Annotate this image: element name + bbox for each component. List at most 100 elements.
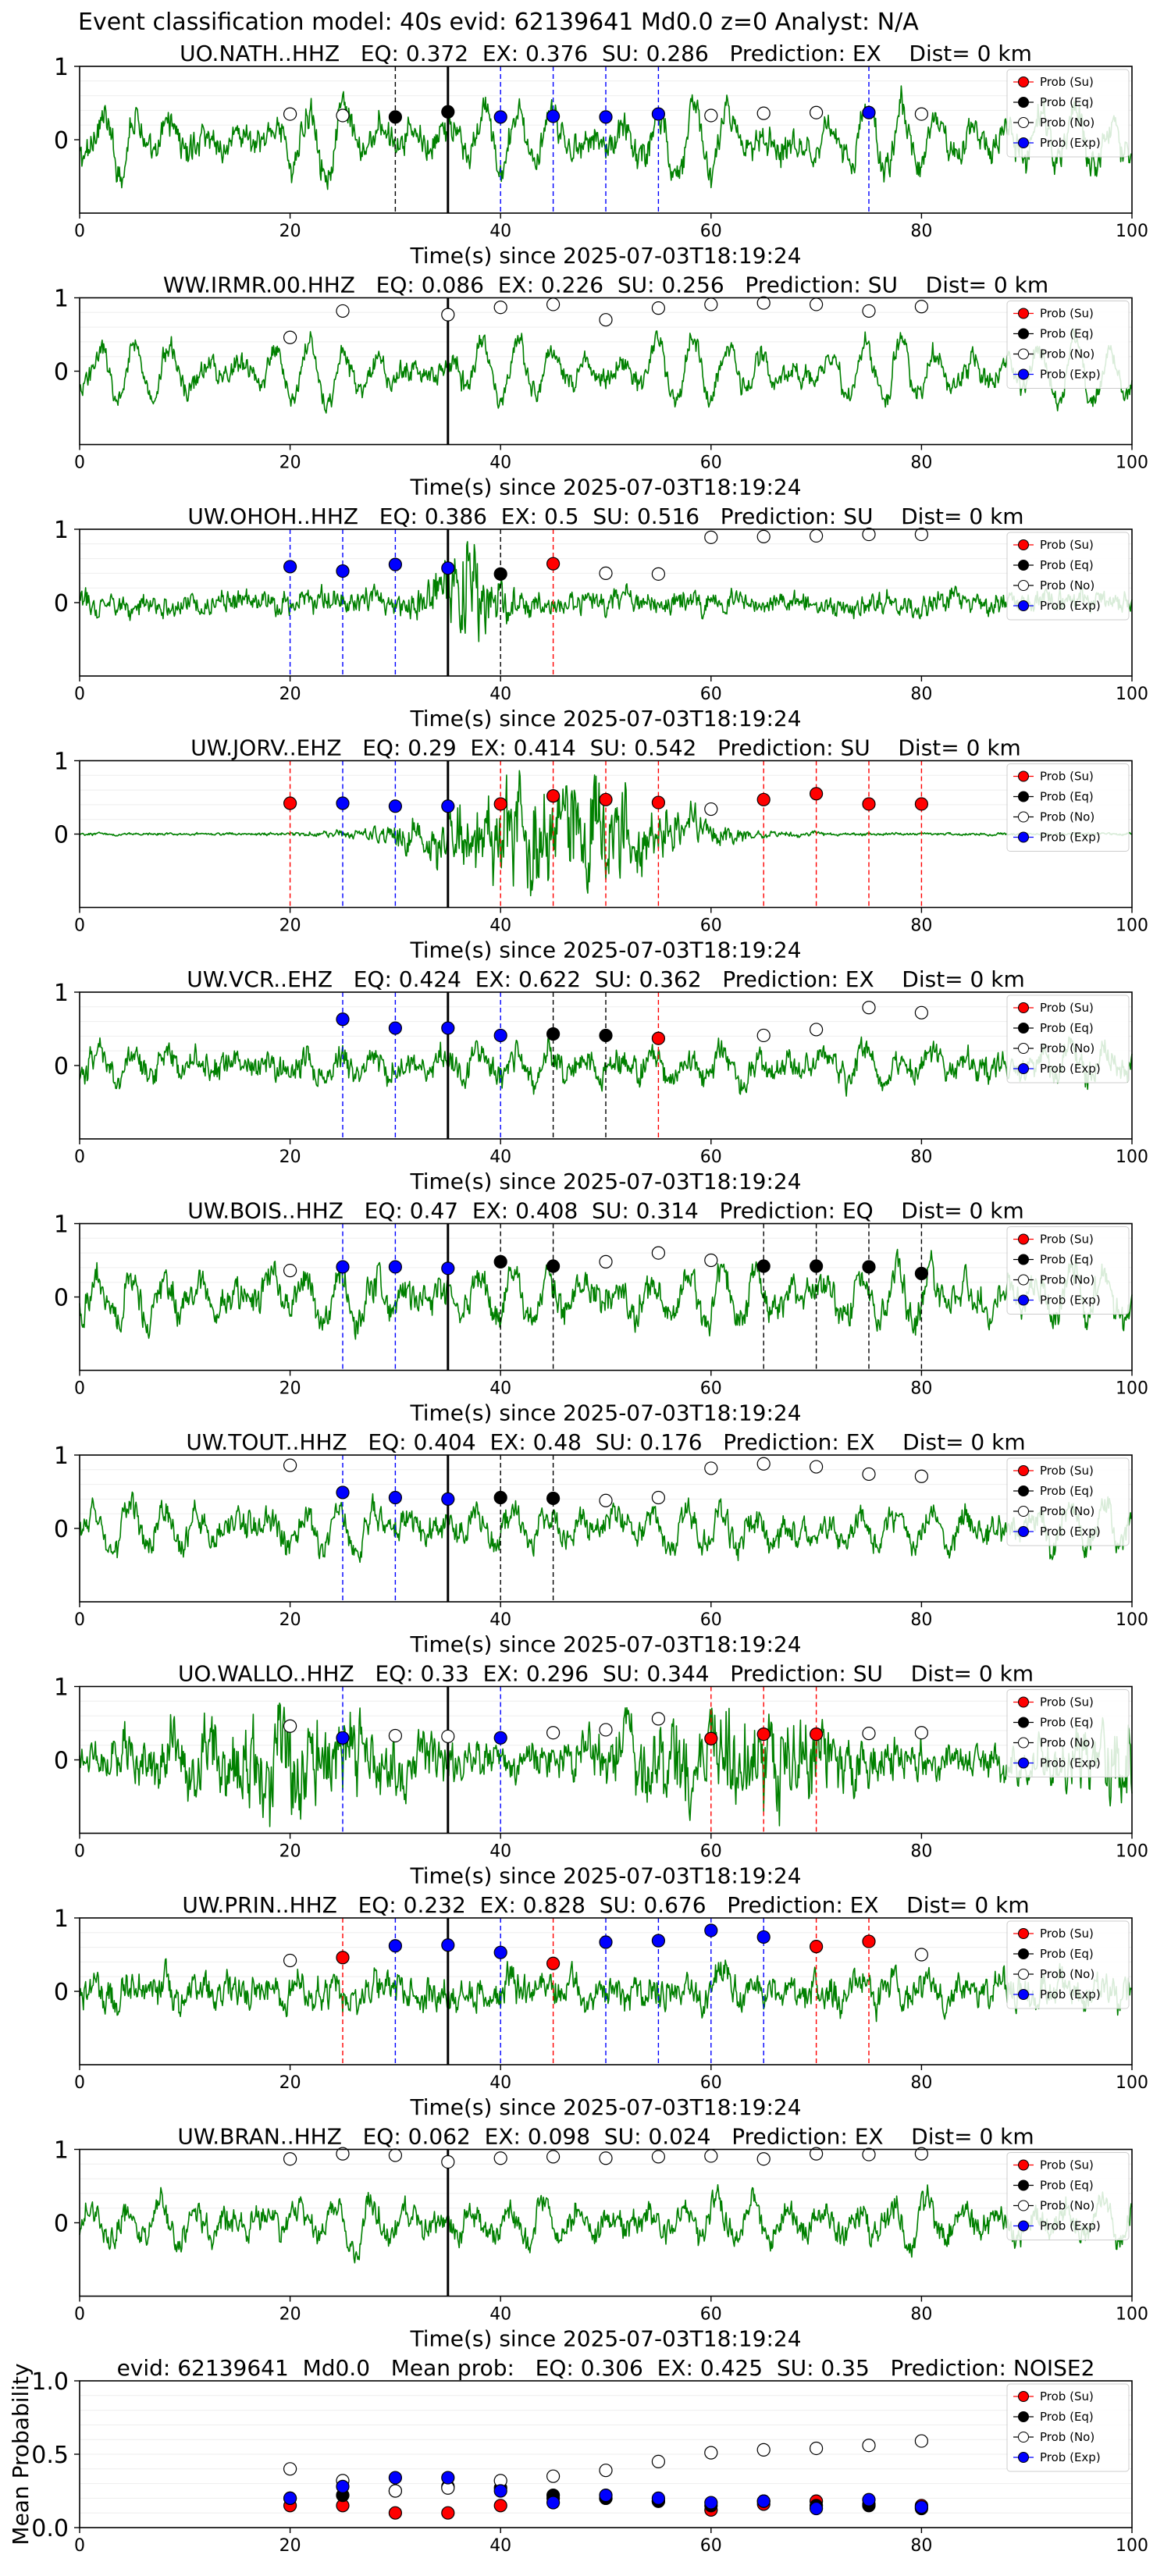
prob-point-no (283, 1719, 297, 1733)
x-tick-label: 100 (1116, 685, 1148, 704)
y-axis-label: Mean Probability (8, 2363, 34, 2545)
prob-point-no (388, 1728, 402, 1743)
prob-point-no (914, 1005, 929, 1019)
mean-prob-point-exp (388, 2471, 402, 2485)
legend-marker-exp (1018, 831, 1029, 843)
prob-point-eq (546, 1259, 561, 1273)
prob-point-no (704, 109, 718, 123)
chart-title: UO.NATH..HHZ EQ: 0.372 EX: 0.376 SU: 0.2… (180, 41, 1032, 66)
legend-label-no: Prob (No) (1040, 347, 1094, 361)
mean-prob-point-exp (336, 2479, 350, 2493)
x-axis-label: Time(s) since 2025-07-03T18:19:24 (409, 1400, 801, 1426)
x-tick-label: 40 (489, 1147, 511, 1167)
prob-point-exp (388, 1260, 402, 1274)
prob-point-no (651, 1246, 666, 1260)
y-tick-label: 1 (54, 517, 69, 544)
x-tick-label: 40 (489, 1379, 511, 1399)
mean-prob-point-no (651, 2454, 666, 2468)
legend-marker-su (1018, 1002, 1029, 1013)
prob-point-su (336, 1951, 350, 1965)
legend-marker-su (1018, 76, 1029, 87)
legend-marker-eq (1018, 560, 1029, 571)
prob-point-no (756, 106, 771, 120)
x-axis-label: Time(s) since 2025-07-03T18:19:24 (409, 706, 801, 731)
legend-marker-no (1018, 117, 1029, 128)
prob-point-no (756, 296, 771, 310)
x-tick-label: 60 (700, 222, 722, 241)
x-axis-label: Time(s) since 2025-07-03T18:19:24 (409, 1631, 801, 1657)
chart-title: UW.PRIN..HHZ EQ: 0.232 EX: 0.828 SU: 0.6… (182, 1892, 1029, 1918)
waveform-trace (79, 2184, 1133, 2264)
legend-box (1006, 1689, 1130, 1777)
prob-point-no (914, 107, 929, 121)
y-tick-label: 0.5 (31, 2442, 69, 2469)
prob-point-su (546, 1956, 561, 1970)
prob-point-no (599, 566, 613, 581)
mean-prob-point-exp (651, 2491, 666, 2505)
y-tick-label: 1 (54, 2137, 69, 2165)
x-tick-label: 80 (910, 916, 932, 936)
y-tick-label: 0 (54, 1748, 69, 1775)
prob-point-no (283, 2152, 297, 2166)
legend-label-no: Prob (No) (1040, 1504, 1094, 1518)
legend-marker-exp (1018, 1063, 1029, 1074)
legend-label-su: Prob (Su) (1040, 1233, 1094, 1247)
mean-prob-point-exp (756, 2494, 771, 2508)
x-tick-label: 40 (489, 2305, 511, 2325)
mean-prob-point-exp (546, 2496, 561, 2510)
x-tick-label: 100 (1116, 1610, 1148, 1630)
legend-marker-eq (1018, 2411, 1029, 2422)
waveform-trace (79, 1491, 1133, 1564)
y-tick-label: 1 (54, 980, 69, 1007)
mean-prob-point-no (283, 2462, 297, 2476)
prob-point-exp (336, 1012, 350, 1026)
mean-prob-point-no (809, 2441, 824, 2456)
y-tick-label: 1.0 (31, 2368, 69, 2396)
x-tick-label: 60 (700, 1610, 722, 1630)
x-tick-label: 0 (74, 916, 85, 936)
mean-prob-point-exp (862, 2492, 876, 2507)
prob-point-eq (756, 1259, 771, 1273)
legend-marker-no (1018, 811, 1029, 823)
x-tick-label: 40 (489, 2073, 511, 2093)
x-tick-label: 40 (489, 1842, 511, 1862)
mean-prob-point-exp (283, 2491, 297, 2505)
mean-prob-point-exp (809, 2501, 824, 2516)
prob-point-no (283, 1953, 297, 1968)
x-tick-label: 80 (910, 2073, 932, 2093)
legend-box (1006, 994, 1130, 1083)
prob-point-eq (546, 1491, 561, 1506)
prob-point-no (336, 304, 350, 318)
prob-point-exp (441, 1938, 455, 1952)
chart-panel: UW.OHOH..HHZ EQ: 0.386 EX: 0.5 SU: 0.516… (54, 503, 1148, 731)
prob-point-no (862, 1001, 876, 1015)
legend-label-no: Prob (No) (1040, 578, 1094, 592)
chart-panel: UW.VCR..EHZ EQ: 0.424 EX: 0.622 SU: 0.36… (54, 966, 1148, 1194)
x-tick-label: 20 (279, 685, 301, 704)
prob-point-exp (493, 1731, 507, 1745)
y-tick-label: 1 (54, 1674, 69, 1702)
legend-marker-eq (1018, 1023, 1029, 1034)
prob-point-eq (809, 1259, 824, 1273)
x-tick-label: 60 (700, 1379, 722, 1399)
chart-panel: UO.WALLO..HHZ EQ: 0.33 EX: 0.296 SU: 0.3… (54, 1661, 1148, 1889)
x-tick-label: 60 (700, 1842, 722, 1862)
prob-point-exp (862, 105, 876, 119)
x-axis-label: Time(s) since 2025-07-03T18:19:24 (409, 938, 801, 963)
prob-point-no (756, 529, 771, 544)
x-tick-label: 0 (74, 222, 85, 241)
legend-marker-exp (1018, 2220, 1029, 2232)
prob-point-no (862, 1467, 876, 1482)
prob-point-no (809, 105, 824, 119)
mean-prob-point-no (914, 2434, 929, 2448)
legend-label-su: Prob (Su) (1040, 538, 1094, 552)
legend-marker-no (1018, 1506, 1029, 1517)
legend-marker-exp (1018, 1526, 1029, 1537)
prob-point-exp (441, 1261, 455, 1276)
prob-point-su (809, 787, 824, 801)
x-tick-label: 0 (74, 1379, 85, 1399)
legend-marker-eq (1018, 1485, 1029, 1496)
legend-label-no: Prob (No) (1040, 116, 1094, 130)
mean-prob-point-exp (493, 2484, 507, 2498)
y-tick-label: 0.0 (31, 2515, 69, 2542)
